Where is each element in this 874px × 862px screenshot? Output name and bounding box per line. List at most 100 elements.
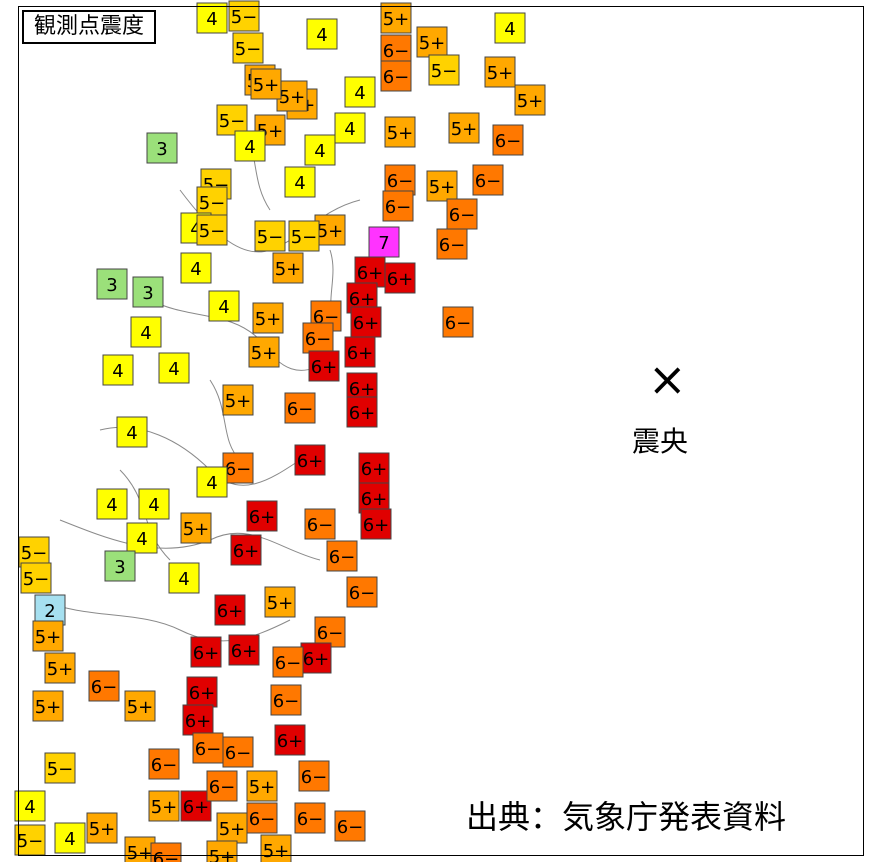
station-intensity-label: 5+ [383,9,410,30]
station-markers: 45−5+445−5+6−5+5−5+6−5−5+445+5+6−5+345−4… [14,0,546,862]
station-marker-box [284,166,316,198]
source-credit: 出典：気象庁発表資料 [466,798,787,836]
station-marker-box [14,790,46,822]
station-marker: 5− [20,562,52,594]
station-marker-box [260,834,292,862]
station-intensity-label: 4 [112,361,123,382]
station-marker-box [32,620,64,652]
station-marker: 5+ [222,384,254,416]
station-intensity-label: 6− [249,809,276,830]
station-marker: 6− [442,306,474,338]
station-intensity-label: 6− [301,767,328,788]
station-marker-box [216,104,248,136]
station-intensity-label: 3 [106,275,117,296]
station-marker: 5− [196,186,228,218]
station-marker: 5− [18,536,50,568]
station-marker-box [126,522,158,554]
station-intensity-label: 6+ [303,649,330,670]
station-marker: 5+ [148,790,180,822]
station-intensity-label: 4 [178,569,189,590]
station-marker: 6+ [190,636,222,668]
station-marker: 6+ [300,642,332,674]
station-marker: 6+ [358,482,390,514]
station-marker-box [248,336,280,368]
station-marker: 4 [334,112,366,144]
station-intensity-label: 6+ [277,731,304,752]
station-marker-box [426,170,458,202]
station-marker-box [492,124,524,156]
station-intensity-label: 5+ [209,847,236,862]
station-marker: 5+ [272,252,304,284]
station-marker-box [196,466,228,498]
station-marker-box [148,790,180,822]
station-intensity-label: 5− [291,227,318,248]
station-intensity-label: 5+ [89,819,116,840]
station-marker: 5+ [260,834,292,862]
station-intensity-label: 2 [44,601,55,622]
station-intensity-label: 6− [305,329,332,350]
station-marker: 6− [222,736,254,768]
station-marker: 5+ [206,840,238,862]
station-intensity-label: 6− [317,623,344,644]
station-marker: 6− [314,616,346,648]
station-intensity-label: 5+ [219,819,246,840]
station-intensity-label: 6− [195,739,222,760]
station-intensity-label: 4 [218,297,229,318]
station-marker-box [44,752,76,784]
station-intensity-label: 3 [156,139,167,160]
station-intensity-label: 6− [151,755,178,776]
station-marker-box [368,226,400,258]
station-marker-box [484,56,516,88]
station-intensity-label: 6+ [357,263,384,284]
station-marker: 4 [158,352,190,384]
station-intensity-label: 5+ [225,391,252,412]
station-marker-box [358,482,390,514]
station-marker: 5+ [314,214,346,246]
station-intensity-label: 6− [307,515,334,536]
station-intensity-label: 5+ [255,309,282,330]
station-marker: 5− [254,220,286,252]
station-marker-box [274,724,306,756]
station-intensity-label: 5+ [419,33,446,54]
station-intensity-label: 5+ [35,697,62,718]
station-marker: 6+ [360,508,392,540]
station-intensity-label: 6+ [361,459,388,480]
station-marker: 6+ [246,500,278,532]
station-intensity-label: 6+ [353,313,380,334]
station-intensity-label: 6− [337,817,364,838]
station-marker-box [44,652,76,684]
station-intensity-label: 6− [91,677,118,698]
station-marker: 6+ [182,704,214,736]
station-marker: 4 [168,562,200,594]
station-intensity-label: 5− [431,61,458,82]
station-marker-box [130,316,162,348]
station-marker-box [272,252,304,284]
station-marker-box [124,836,156,862]
station-marker: 6− [298,760,330,792]
station-intensity-label: 6− [383,67,410,88]
station-marker-box [54,822,86,854]
station-marker: 6− [272,646,304,678]
station-intensity-label: 6− [449,205,476,226]
station-marker-box [186,676,218,708]
station-marker-box [214,594,246,626]
station-marker-box [494,12,526,44]
station-intensity-label: 6+ [249,507,276,528]
station-marker: 4 [304,134,336,166]
station-intensity-label: 5− [21,543,48,564]
station-marker-box [448,112,480,144]
station-marker: 5+ [44,652,76,684]
station-marker: 6− [326,540,358,572]
station-intensity-label: 6− [297,809,324,830]
station-marker-box [254,220,286,252]
station-marker: 5+ [264,586,296,618]
station-marker-box [380,60,412,92]
station-intensity-label: 6− [225,743,252,764]
station-marker: 4 [234,130,266,162]
station-marker-box [32,690,64,722]
station-marker-box [196,2,228,34]
station-intensity-label: 4 [244,137,255,158]
station-marker-box [334,810,366,842]
